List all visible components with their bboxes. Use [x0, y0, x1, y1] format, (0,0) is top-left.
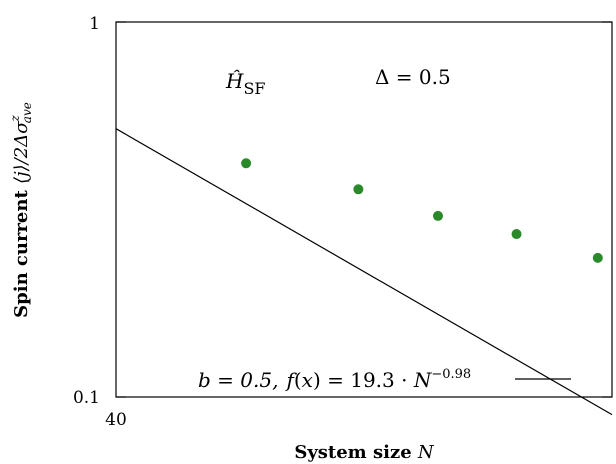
data-point-4 [511, 229, 522, 240]
y-axis-label: Spin current ⟨j⟩/2Δσzave [8, 102, 34, 318]
plot-frame [115, 21, 613, 398]
data-point-2 [353, 184, 364, 195]
x-tick-label-40: 40 [105, 410, 127, 430]
x-axis-label: System size N [294, 442, 435, 463]
data-point-3 [432, 210, 443, 221]
delta-annotation: Δ = 0.5 [375, 65, 451, 89]
y-tick-label-1: 1 [89, 14, 100, 34]
hamiltonian-annotation: ĤSF [225, 69, 266, 98]
data-point-1 [241, 158, 252, 169]
data-point-5 [592, 252, 603, 263]
y-tick-label-0.1: 0.1 [73, 388, 100, 408]
fit-line [115, 128, 613, 416]
data-points [241, 158, 603, 263]
legend-label: b = 0.5, f(x) = 19.3 · N−0.98 [198, 367, 471, 392]
